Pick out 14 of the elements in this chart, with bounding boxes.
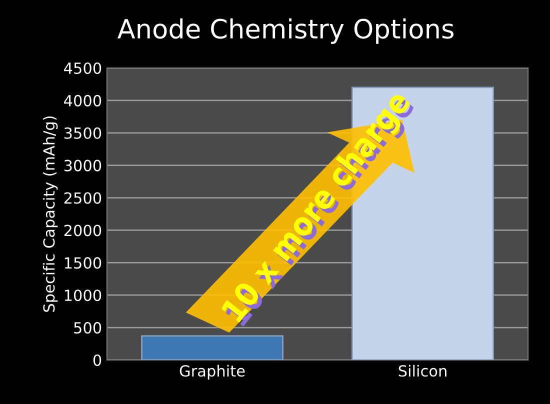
y-tick-label: 1500 [64,257,102,269]
y-tick-label: 3000 [64,160,102,172]
y-tick-label: 500 [74,322,102,334]
chart-title: Anode Chemistry Options [117,18,454,44]
x-tick-label: Silicon [398,364,446,377]
y-tick-label: 4000 [64,94,102,106]
y-tick-label: 3500 [64,127,102,139]
y-axis-title: Specific Capacity (mAh/g) [42,116,58,312]
y-tick-label: 2000 [64,224,102,236]
x-tick-label: Graphite [180,364,245,380]
y-tick-label: 0 [93,354,102,366]
y-tick-label: 2500 [64,192,102,204]
y-tick-label: 1000 [64,290,102,302]
y-tick-label: 4500 [64,62,102,74]
